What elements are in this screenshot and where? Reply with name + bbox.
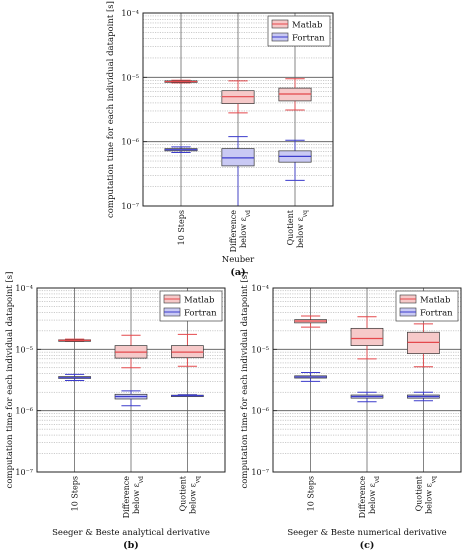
y-tick-label: 10⁻⁴ xyxy=(121,9,139,18)
box-fortran-3 xyxy=(171,394,204,398)
x-tick-label: below εvd xyxy=(132,476,145,514)
x-tick-label: 10 Steps xyxy=(177,210,186,245)
y-axis-label: computation time for each individual dat… xyxy=(106,1,116,218)
legend-label: Matlab xyxy=(184,296,215,306)
y-tick-label: 10⁻⁵ xyxy=(121,73,139,82)
box-matlab-1 xyxy=(58,338,91,342)
x-tick-label: Quotient xyxy=(286,209,295,245)
y-tick-label: 10⁻⁵ xyxy=(15,345,33,354)
y-tick-label: 10⁻⁵ xyxy=(251,345,269,354)
plot-frame xyxy=(36,287,226,473)
x-tick-label: Quotient xyxy=(178,475,187,511)
box-fortran-1 xyxy=(294,371,327,382)
legend-label: Matlab xyxy=(420,296,451,306)
panel-label: (b) xyxy=(123,540,139,550)
box-matlab-3 xyxy=(278,78,312,111)
box-matlab-2 xyxy=(114,334,148,369)
x-tick-label: Quotient xyxy=(414,475,423,511)
y-tick-label: 10⁻⁶ xyxy=(121,138,139,147)
panel-label: (a) xyxy=(230,267,245,278)
box-matlab-1 xyxy=(164,79,198,84)
plot-frame xyxy=(272,287,462,473)
box-matlab-3 xyxy=(407,323,440,368)
x-tick-label: below εvq xyxy=(296,210,309,248)
legend-label: Fortran xyxy=(292,34,325,44)
legend: Matlab Fortran xyxy=(395,290,459,322)
y-tick-label: 10⁻⁷ xyxy=(121,202,139,211)
x-tick-label: Difference xyxy=(358,476,367,519)
x-tick-label: Difference xyxy=(229,210,238,253)
box-fortran-3 xyxy=(407,391,440,402)
panel-label: (c) xyxy=(360,540,375,550)
y-axis-label: computation time for each individual dat… xyxy=(5,272,15,489)
box-matlab-1 xyxy=(294,315,327,328)
x-axis-label: Seeger & Beste numerical derivative xyxy=(287,528,446,538)
box-matlab-3 xyxy=(171,333,204,367)
box-fortran-2 xyxy=(350,391,384,403)
y-tick-label: 10⁻⁴ xyxy=(15,284,33,293)
box-fortran-3 xyxy=(278,139,312,181)
x-tick-label: 10 Steps xyxy=(307,476,316,511)
x-tick-label: 10 Steps xyxy=(71,476,80,511)
box-fortran-1 xyxy=(164,146,198,153)
box-iqr xyxy=(221,148,255,167)
box-iqr xyxy=(350,327,384,346)
x-tick-label: below εvd xyxy=(368,476,381,514)
legend-label: Matlab xyxy=(292,21,323,31)
box-fortran-2 xyxy=(221,136,255,207)
plot-frame xyxy=(142,12,334,207)
x-tick-label: below εvq xyxy=(424,476,437,514)
y-tick-label: 10⁻⁴ xyxy=(251,284,269,293)
x-tick-label: below εvd xyxy=(239,210,252,248)
y-tick-label: 10⁻⁷ xyxy=(251,468,269,477)
x-axis-label: Neuber xyxy=(222,255,255,265)
x-tick-label: Difference xyxy=(122,476,131,519)
box-matlab-2 xyxy=(221,80,255,114)
y-tick-label: 10⁻⁶ xyxy=(251,407,269,416)
legend-label: Fortran xyxy=(420,309,453,319)
chart-panel-a: 10⁻⁷ 10⁻⁶ 10⁻⁵ 10⁻⁴ computation time for eac… xyxy=(106,1,334,278)
legend-label: Fortran xyxy=(184,309,217,319)
box-fortran-2 xyxy=(114,390,148,407)
box-matlab-2 xyxy=(350,316,384,360)
y-tick-label: 10⁻⁷ xyxy=(15,468,33,477)
legend: Matlab Fortran xyxy=(267,15,331,47)
y-axis-label: computation time for each individual dat… xyxy=(240,272,250,489)
box-fortran-1 xyxy=(58,373,91,382)
box-iqr xyxy=(407,331,440,355)
x-tick-label: below εvq xyxy=(188,476,201,514)
y-tick-label: 10⁻⁶ xyxy=(15,407,33,416)
x-axis-label: Seeger & Beste analytical derivative xyxy=(52,528,210,538)
legend: Matlab Fortran xyxy=(159,290,223,322)
